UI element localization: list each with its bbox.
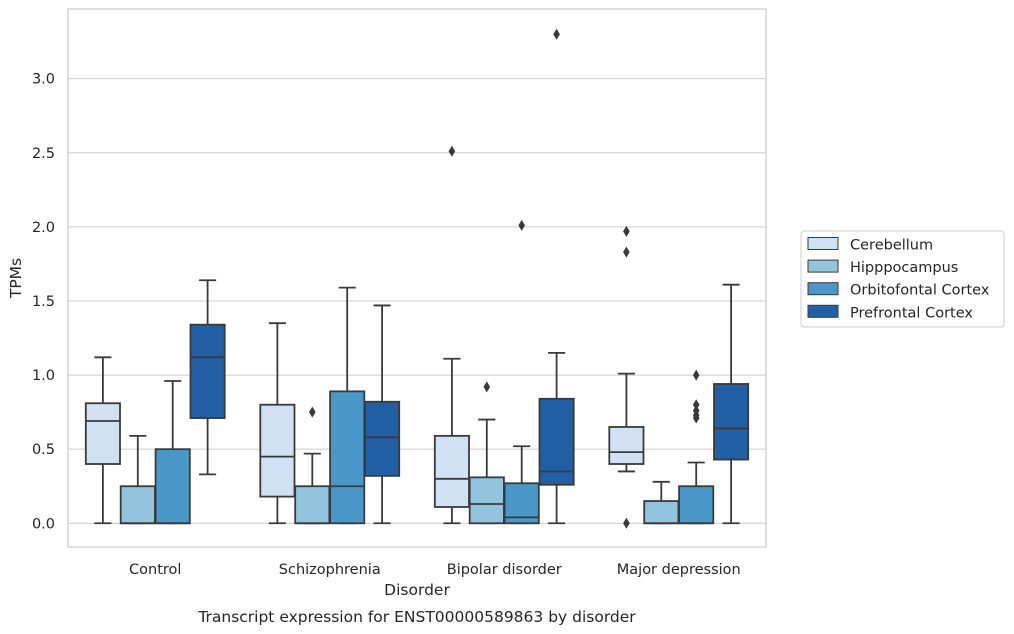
box-body <box>468 476 505 525</box>
legend-label: Hipppocampus <box>850 260 958 276</box>
outlier-point <box>553 28 560 40</box>
box-group <box>538 28 575 525</box>
box-body <box>713 383 750 461</box>
y-axis-label: TPMs <box>7 258 25 299</box>
box-group <box>259 322 296 525</box>
box-group <box>643 480 680 525</box>
box-body <box>643 500 680 525</box>
box-group <box>503 219 540 525</box>
box-group <box>468 381 505 525</box>
legend-swatch <box>807 304 839 318</box>
box-body <box>608 426 645 465</box>
legend-frame <box>800 230 1005 328</box>
legend-swatch <box>807 237 839 250</box>
y-tick-label: 0.5 <box>32 442 55 458</box>
box-series-layer <box>84 28 750 529</box>
box-body <box>154 448 191 525</box>
box-body <box>259 403 296 498</box>
legend-label: Prefrontal Cortex <box>850 305 973 321</box>
y-tick-label: 2.0 <box>32 220 55 236</box>
box-group <box>329 286 366 525</box>
y-tick-labels: 0.0 0.5 1.0 1.5 2.0 2.5 3.0 <box>32 72 55 533</box>
box-body <box>84 402 121 465</box>
outlier-point <box>623 517 630 529</box>
chart-caption: Transcript expression for ENST0000058986… <box>197 608 636 626</box>
outlier-point <box>623 246 630 258</box>
y-tick-label: 0.0 <box>32 516 55 532</box>
box-body <box>433 434 470 508</box>
box-body <box>678 485 715 525</box>
y-tick-label: 2.5 <box>32 146 55 162</box>
x-tick-label: Major depression <box>617 562 741 578</box>
outlier-point <box>483 381 491 393</box>
outlier-point <box>692 369 700 381</box>
x-tick-label: Bipolar disorder <box>447 562 562 578</box>
box-group <box>189 279 226 476</box>
box-body <box>364 400 401 477</box>
legend-swatch <box>807 282 839 296</box>
legend: Cerebellum Hipppocampus Orbitofontal Corte… <box>800 230 1005 328</box>
x-axis-label: Disorder <box>384 581 450 599</box>
box-group <box>84 356 121 525</box>
outlier-point <box>518 219 525 231</box>
y-tick-label: 3.0 <box>32 72 55 88</box>
legend-label: Cerebellum <box>850 238 933 254</box>
legend-label: Orbitofontal Cortex <box>850 283 990 299</box>
plot-frame <box>67 8 767 548</box>
x-tick-label: Schizophrenia <box>279 562 381 578</box>
box-body <box>189 323 226 419</box>
x-tick-labels: Control Schizophrenia Bipolar disorder Majo… <box>129 562 741 578</box>
outlier-point <box>623 225 630 237</box>
box-group <box>154 380 191 525</box>
outlier-point <box>448 145 456 157</box>
box-group <box>713 283 750 525</box>
box-body <box>538 397 575 486</box>
box-group <box>364 304 401 525</box>
outlier-point <box>309 406 316 418</box>
outlier-point <box>692 405 700 417</box>
box-body <box>119 485 156 525</box>
legend-entries: Cerebellum Hipppocampus Orbitofontal Corte… <box>807 237 990 321</box>
y-tick-label: 1.0 <box>32 368 55 384</box>
x-tick-label: Control <box>129 562 181 578</box>
box-body <box>329 390 366 525</box>
box-body <box>294 485 331 525</box>
box-group <box>608 225 645 529</box>
outlier-point <box>692 399 700 411</box>
box-group <box>678 369 715 525</box>
y-tick-label: 1.5 <box>32 294 55 310</box>
legend-swatch <box>807 259 839 273</box>
box-group <box>433 145 470 525</box>
